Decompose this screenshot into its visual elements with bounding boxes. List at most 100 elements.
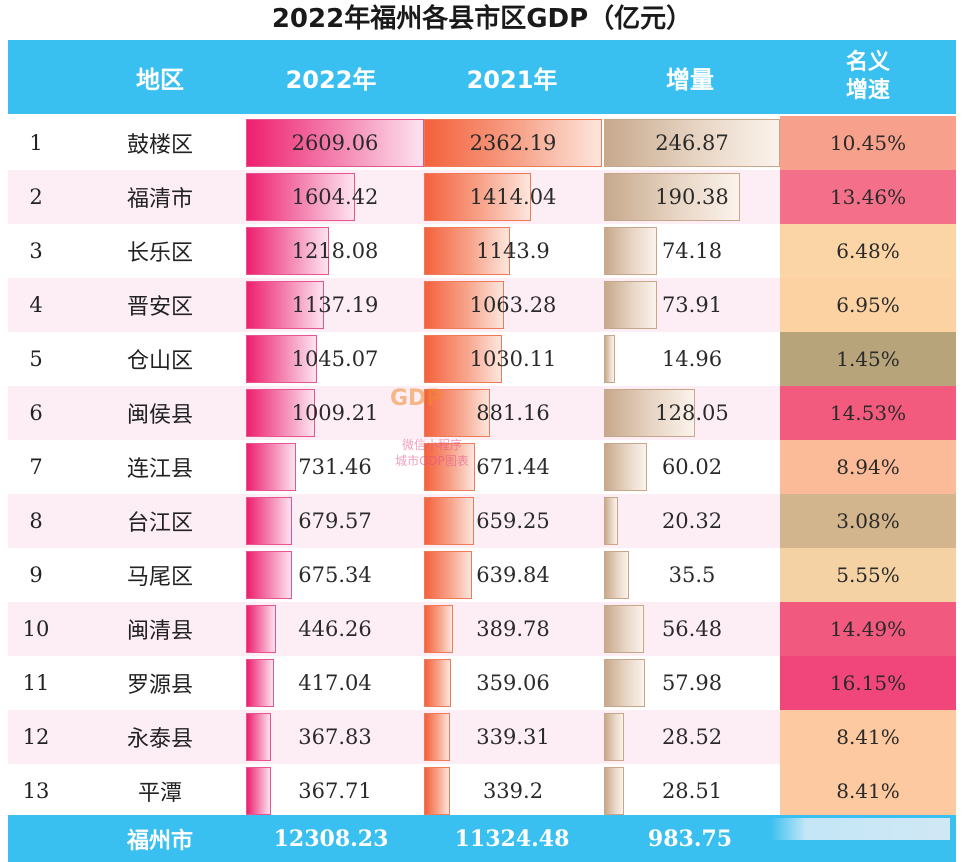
cell-gdp2022: 1218.08 (246, 224, 424, 278)
value-gdp2021: 671.44 (476, 455, 550, 479)
bar-increase (604, 389, 696, 437)
header-region: 地区 (136, 65, 184, 94)
cell-growth: 8.41% (780, 764, 956, 818)
table-row: 9 马尾区 675.34 639.84 35.5 5.55% (8, 548, 956, 602)
cell-growth: 1.45% (780, 332, 956, 386)
bar-gdp2022 (246, 443, 296, 491)
value-increase: 74.18 (661, 239, 723, 263)
bar-gdp2021 (424, 335, 502, 383)
cell-gdp2022: 367.83 (246, 710, 424, 764)
cell-increase: 246.87 (604, 116, 780, 170)
cell-gdp2021: 881.16 (424, 386, 602, 440)
value-increase: 128.05 (655, 401, 729, 425)
value-gdp2022: 1218.08 (291, 239, 379, 263)
row-region: 鼓楼区 (126, 133, 193, 158)
cell-increase: 128.05 (604, 386, 780, 440)
bar-gdp2022 (246, 119, 424, 167)
value-gdp2021: 881.16 (476, 401, 550, 425)
row-rank: 9 (29, 563, 43, 587)
table-row: 7 连江县 731.46 671.44 60.02 8.94% (8, 440, 956, 494)
bar-increase (604, 497, 619, 545)
bar-increase (604, 443, 647, 491)
bar-gdp2022 (246, 173, 356, 221)
bar-gdp2021 (424, 497, 474, 545)
header-gdp2022: 2022年 (285, 65, 377, 94)
cell-increase: 56.48 (604, 602, 780, 656)
row-region: 闽清县 (126, 619, 193, 644)
header-growth-line1: 名义 (845, 50, 890, 75)
cell-growth: 6.48% (780, 224, 956, 278)
bar-gdp2022 (246, 551, 293, 599)
value-gdp2022: 1604.42 (291, 185, 379, 209)
value-gdp2021: 389.78 (476, 617, 550, 641)
row-region: 连江县 (126, 457, 193, 482)
cell-growth: 14.49% (780, 602, 956, 656)
cell-growth: 6.95% (780, 278, 956, 332)
table-row: 2 福清市 1604.42 1414.04 190.38 13.46% (8, 170, 956, 224)
cell-gdp2022: 1009.21 (246, 386, 424, 440)
row-rank: 3 (29, 239, 43, 263)
bar-gdp2021 (424, 119, 602, 167)
row-rank: 2 (29, 185, 43, 209)
bar-gdp2021 (424, 659, 452, 707)
table-header: 地区 2022年 2021年 增量 名义 增速 (8, 40, 956, 114)
row-rank: 12 (22, 725, 50, 749)
value-increase: 35.5 (668, 563, 716, 587)
bar-increase (604, 335, 615, 383)
row-rank: 13 (22, 779, 50, 803)
value-increase: 190.38 (655, 185, 729, 209)
value-increase: 73.91 (661, 293, 723, 317)
table-row: 12 永泰县 367.83 339.31 28.52 8.41% (8, 710, 956, 764)
cell-gdp2022: 1604.42 (246, 170, 424, 224)
cell-growth: 3.08% (780, 494, 956, 548)
value-increase: 246.87 (655, 131, 729, 155)
cell-increase: 28.51 (604, 764, 780, 818)
cell-gdp2021: 1414.04 (424, 170, 602, 224)
cell-growth: 16.15% (780, 656, 956, 710)
row-region: 长乐区 (126, 241, 193, 266)
value-gdp2022: 1137.19 (291, 293, 379, 317)
cell-gdp2022: 1045.07 (246, 332, 424, 386)
table-row: 6 闽侯县 1009.21 881.16 128.05 14.53% (8, 386, 956, 440)
cell-gdp2022: 367.71 (246, 764, 424, 818)
bar-gdp2021 (424, 605, 454, 653)
total-gdp2022: 12308.23 (273, 825, 389, 852)
bar-gdp2021 (424, 767, 450, 815)
cell-growth: 10.45% (780, 116, 956, 170)
value-gdp2021: 1143.9 (476, 239, 550, 263)
row-region: 马尾区 (126, 565, 193, 590)
row-rank: 7 (29, 455, 43, 479)
corner-watermark-blur (770, 818, 950, 840)
row-region: 永泰县 (126, 727, 193, 752)
cell-gdp2022: 731.46 (246, 440, 424, 494)
cell-gdp2021: 659.25 (424, 494, 602, 548)
header-growth: 名义 增速 (780, 40, 956, 114)
cell-gdp2022: 675.34 (246, 548, 424, 602)
total-increase: 983.75 (647, 825, 733, 852)
value-increase: 28.51 (661, 779, 723, 803)
value-increase: 60.02 (661, 455, 723, 479)
table-row: 1 鼓楼区 2609.06 2362.19 246.87 10.45% (8, 116, 956, 170)
table-row: 10 闽清县 446.26 389.78 56.48 14.49% (8, 602, 956, 656)
cell-gdp2021: 389.78 (424, 602, 602, 656)
cell-gdp2021: 639.84 (424, 548, 602, 602)
cell-gdp2021: 1030.11 (424, 332, 602, 386)
row-region: 罗源县 (126, 673, 193, 698)
value-increase: 20.32 (661, 509, 723, 533)
value-gdp2022: 367.71 (298, 779, 372, 803)
table-row: 5 仓山区 1045.07 1030.11 14.96 1.45% (8, 332, 956, 386)
bar-gdp2021 (424, 227, 511, 275)
bar-increase (604, 227, 657, 275)
cell-gdp2022: 2609.06 (246, 116, 424, 170)
row-region: 平潭 (137, 781, 182, 806)
bar-increase (604, 713, 625, 761)
cell-gdp2021: 339.2 (424, 764, 602, 818)
page-title: 2022年福州各县市区GDP（亿元） (271, 4, 693, 34)
cell-growth: 13.46% (780, 170, 956, 224)
bar-gdp2022 (246, 389, 315, 437)
bar-increase (604, 281, 657, 329)
value-increase: 28.52 (661, 725, 723, 749)
cell-increase: 14.96 (604, 332, 780, 386)
value-gdp2022: 1045.07 (291, 347, 379, 371)
cell-increase: 35.5 (604, 548, 780, 602)
